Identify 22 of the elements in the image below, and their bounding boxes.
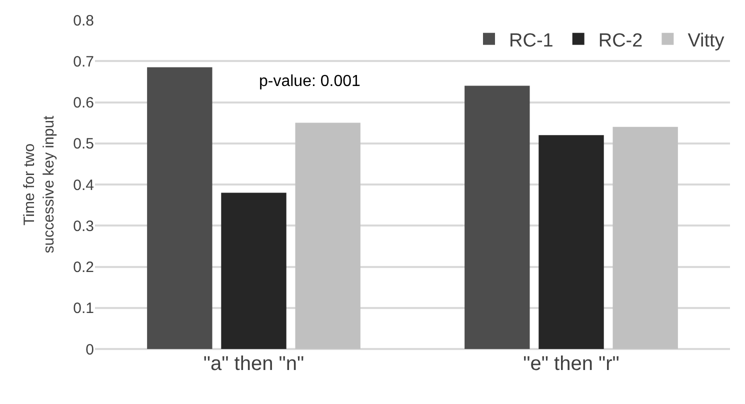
y-tick-label: 0 [86, 341, 94, 358]
y-tick-label: 0.7 [73, 53, 94, 70]
bar [295, 122, 360, 349]
y-axis-title: Time for two successive key input [20, 114, 58, 254]
bar [612, 126, 678, 349]
y-tick-label: 0.4 [73, 176, 94, 194]
bar [221, 192, 286, 349]
x-tick-label: "e" then "r" [523, 353, 620, 375]
y-tick-label: 0.8 [73, 12, 94, 30]
y-tick-label: 0.2 [73, 259, 94, 276]
bar [464, 86, 530, 349]
legend-label: Vitty [688, 30, 725, 52]
y-tick-label: 0.3 [73, 218, 94, 235]
x-tick-label: "a" then "n" [203, 353, 304, 375]
bar [147, 67, 212, 349]
legend-label: RC-2 [598, 30, 643, 52]
y-tick-label: 0.1 [73, 300, 94, 318]
legend-label: RC-1 [509, 30, 554, 52]
y-tick-label: 0.5 [73, 136, 94, 153]
annotation: p-value: 0.001 [259, 73, 361, 90]
y-tick-label: 0.6 [73, 94, 94, 112]
bar [538, 135, 604, 349]
